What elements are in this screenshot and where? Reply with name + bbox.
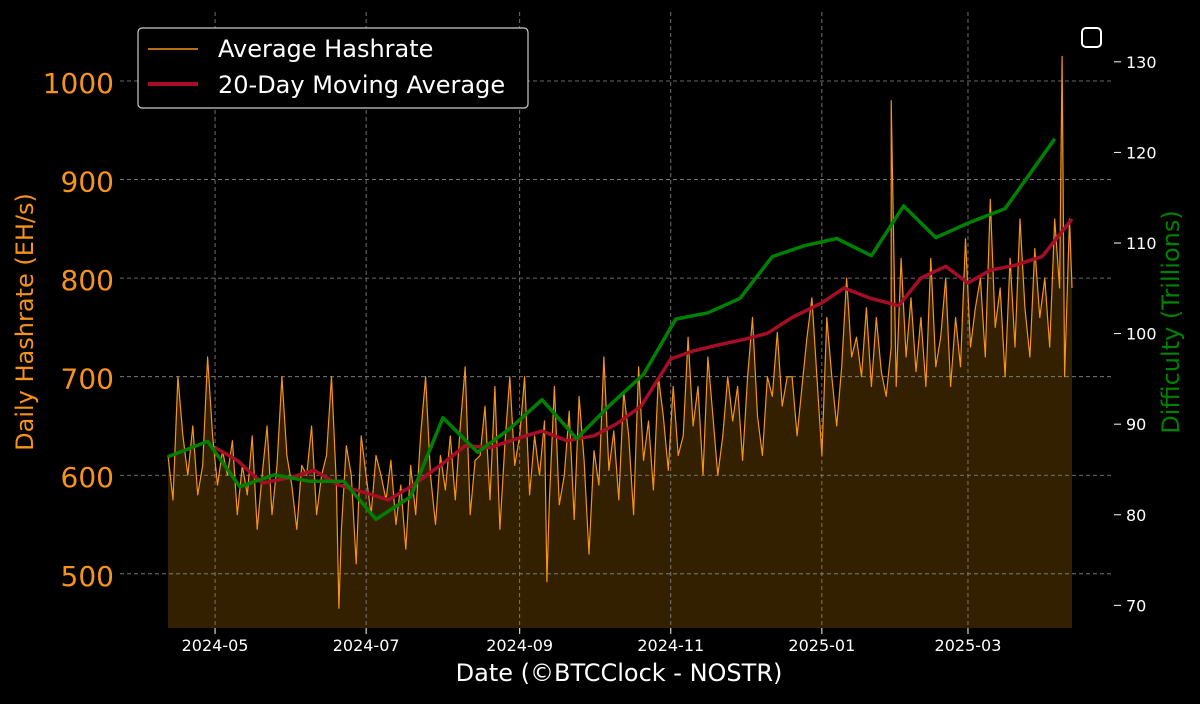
left-tick-label: 500 [61,560,114,593]
right-tick-label: 100 [1126,325,1157,344]
right-tick-label: 70 [1126,596,1146,615]
corner-checkbox[interactable] [1081,27,1102,48]
legend-ma-label: 20-Day Moving Average [218,71,505,99]
x-tick-label: 2024-07 [333,636,400,655]
legend-box [137,27,529,109]
right-tick-label: 90 [1126,415,1146,434]
right-tick-label: 120 [1126,143,1157,162]
x-tick-label: 2024-09 [486,636,553,655]
legend-hashrate-label: Average Hashrate [218,35,433,63]
left-tick-label: 900 [61,166,114,199]
x-tick-label: 2024-05 [182,636,249,655]
right-axis-title: Difficulty (Trillions) [1157,210,1185,433]
x-tick-label: 2024-11 [637,636,704,655]
hashrate-area-fill [168,56,1072,628]
right-tick-label: 80 [1126,506,1146,525]
legend: Average Hashrate 20-Day Moving Average [137,27,529,109]
hashrate-series-line [167,55,1073,609]
x-axis-title: Date (©BTCClock - NOSTR) [456,659,783,687]
left-tick-label: 1000 [43,67,114,100]
left-tick-label: 700 [61,363,114,396]
left-tick-label: 800 [61,264,114,297]
difficulty-series-line [167,137,1057,522]
left-tick-label: 600 [61,461,114,494]
left-axis-title: Daily Hashrate (EH/s) [11,193,39,451]
x-tick-label: 2025-03 [935,636,1002,655]
right-tick-label: 110 [1126,234,1157,253]
right-tick-label: 130 [1126,53,1157,72]
moving-average-series-line [214,217,1074,502]
x-tick-label: 2025-01 [788,636,855,655]
